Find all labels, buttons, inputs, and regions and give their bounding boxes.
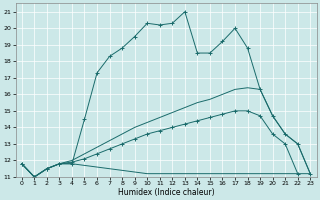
X-axis label: Humidex (Indice chaleur): Humidex (Indice chaleur) [118,188,214,197]
